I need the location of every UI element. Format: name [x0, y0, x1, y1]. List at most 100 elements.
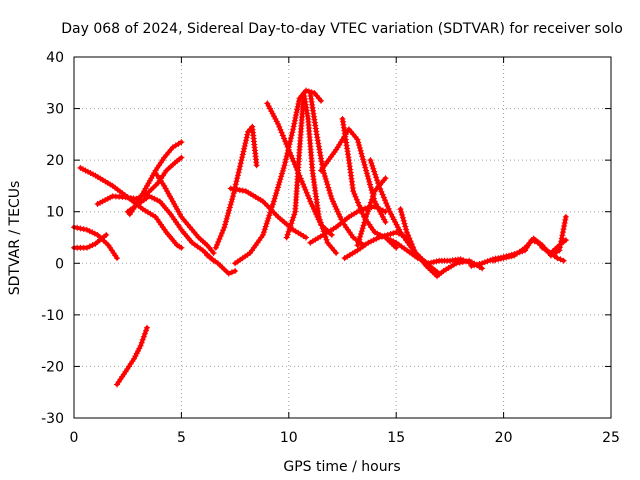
- data-point: [298, 148, 301, 152]
- data-point: [261, 233, 265, 237]
- data-point: [164, 230, 168, 234]
- data-point: [388, 210, 392, 214]
- data-point: [384, 176, 387, 180]
- data-point: [502, 256, 506, 260]
- data-point: [164, 169, 168, 172]
- data-point: [214, 246, 218, 250]
- data-point: [313, 91, 317, 95]
- series-arc-12: [232, 87, 324, 267]
- data-point: [426, 261, 430, 265]
- data-point: [399, 230, 402, 234]
- data-point: [233, 261, 237, 265]
- data-point: [179, 156, 183, 160]
- data-point: [347, 215, 351, 219]
- data-point: [283, 163, 286, 167]
- data-point: [564, 215, 568, 219]
- series-markers: [152, 170, 217, 256]
- data-point: [317, 215, 321, 219]
- data-point: [291, 127, 295, 131]
- data-point: [373, 199, 377, 203]
- data-point: [293, 210, 297, 214]
- x-axis-label: GPS time / hours: [283, 459, 400, 475]
- data-point: [319, 99, 323, 103]
- data-point: [384, 220, 387, 224]
- data-point: [523, 246, 527, 250]
- data-point: [285, 236, 289, 239]
- data-point: [154, 215, 158, 219]
- data-point: [405, 230, 409, 234]
- data-point: [128, 212, 132, 216]
- data-point: [384, 210, 387, 214]
- grid-lines: [74, 57, 611, 418]
- data-point: [162, 156, 166, 160]
- data-point: [368, 158, 372, 162]
- data-point: [308, 199, 312, 203]
- data-point: [78, 166, 82, 170]
- series-line: [205, 253, 238, 276]
- x-tick-label: 25: [602, 430, 620, 446]
- data-point: [216, 261, 220, 265]
- data-point: [162, 184, 166, 188]
- data-point: [139, 344, 143, 348]
- data-point: [512, 254, 516, 257]
- data-point: [549, 251, 553, 255]
- data-point: [171, 199, 175, 203]
- data-point: [377, 184, 381, 188]
- data-point: [158, 199, 162, 203]
- y-tick-label: 20: [46, 153, 64, 169]
- data-point: [169, 212, 173, 216]
- data-point: [205, 254, 209, 257]
- data-point: [147, 194, 151, 198]
- series-markers: [397, 206, 486, 280]
- data-point: [304, 89, 308, 92]
- data-point: [308, 91, 312, 95]
- data-point: [145, 326, 149, 330]
- data-point: [319, 169, 323, 172]
- data-point: [343, 256, 347, 260]
- data-point: [115, 383, 119, 386]
- data-point: [326, 241, 329, 245]
- data-point: [134, 197, 138, 201]
- data-point: [248, 251, 252, 255]
- data-point: [85, 228, 89, 232]
- data-point: [491, 259, 495, 263]
- x-tick-labels: 0 5 10 15 20 25: [70, 430, 620, 446]
- series-arc-21: [367, 157, 443, 277]
- data-point: [132, 357, 136, 361]
- data-point: [229, 187, 233, 190]
- data-point: [424, 264, 428, 268]
- data-point: [448, 259, 452, 263]
- x-tick-label: 20: [495, 430, 513, 446]
- data-point: [308, 241, 312, 245]
- data-point: [459, 257, 463, 261]
- axis-ticks: [73, 56, 612, 419]
- y-tick-label: -30: [41, 411, 64, 427]
- data-point: [244, 189, 248, 193]
- series-markers: [367, 157, 443, 277]
- data-point: [154, 171, 158, 175]
- data-point: [179, 140, 183, 144]
- data-point: [250, 125, 254, 129]
- data-point: [364, 169, 368, 172]
- data-point: [356, 138, 359, 141]
- x-tick-label: 15: [387, 430, 405, 446]
- data-point: [265, 101, 269, 105]
- data-point: [366, 241, 370, 245]
- data-point: [399, 207, 402, 211]
- data-point: [416, 256, 420, 260]
- series-arc-2: [71, 231, 110, 251]
- x-tick-label: 0: [70, 430, 79, 446]
- data-point: [356, 248, 359, 252]
- data-point: [351, 236, 355, 239]
- data-point: [179, 215, 183, 219]
- y-tick-label: -10: [41, 308, 64, 324]
- data-point: [197, 236, 201, 239]
- data-point: [557, 243, 561, 247]
- data-point: [233, 269, 237, 273]
- data-point: [334, 251, 338, 255]
- data-point: [480, 261, 484, 265]
- data-point: [304, 236, 308, 239]
- data-point: [227, 272, 231, 276]
- y-tick-label: 10: [46, 205, 64, 221]
- data-point: [351, 189, 355, 193]
